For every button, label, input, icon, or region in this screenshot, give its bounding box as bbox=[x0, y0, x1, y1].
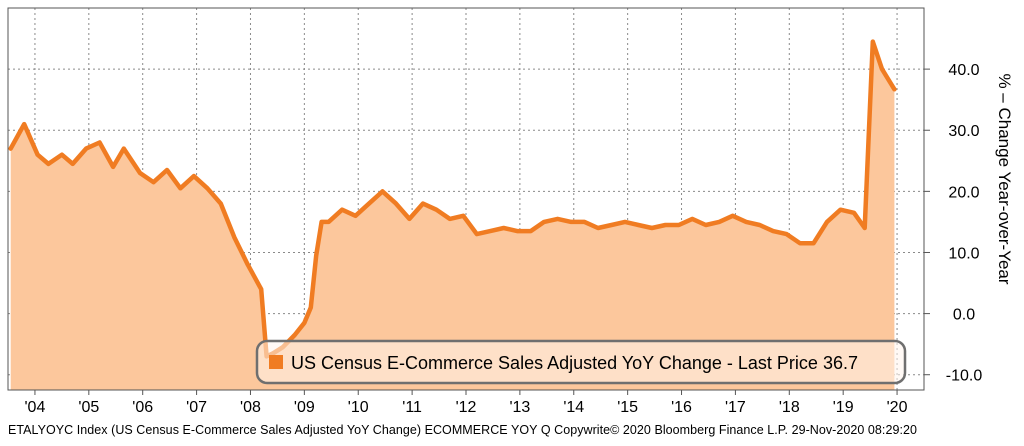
y-tick-label-3: 20.0 bbox=[948, 184, 979, 201]
x-tick-label-16: '20 bbox=[887, 399, 908, 416]
x-tick-label-4: '08 bbox=[240, 399, 261, 416]
legend-box bbox=[255, 339, 907, 385]
x-tick-label-9: '13 bbox=[509, 399, 530, 416]
y-tick-label-5: 40.0 bbox=[948, 62, 979, 79]
x-tick-label-11: '15 bbox=[617, 399, 638, 416]
x-tick-label-0: '04 bbox=[25, 399, 46, 416]
series-line bbox=[8, 39, 897, 359]
legend-label: US Census E-Commerce Sales Adjusted YoY … bbox=[291, 353, 858, 373]
footer-source: ETALYOYC Index (US Census E-Commerce Sal… bbox=[8, 423, 917, 437]
x-tick-label-6: '10 bbox=[348, 399, 369, 416]
x-axis-ticks: '04 '05 '06 '07 '08 '09 '10 '11 '12 '13 '14 '15 '16 '… bbox=[25, 390, 908, 416]
y-tick-label-1: 0.0 bbox=[953, 307, 975, 324]
y-tick-label-4: 30.0 bbox=[948, 123, 979, 140]
chart: -10.0 0.0 10.0 20.0 30.0 40.0 '04 '05 '06 '07 '08… bbox=[7, 7, 1014, 416]
y-tick-label-0: -10.0 bbox=[946, 368, 983, 385]
y-tick-label-2: 10.0 bbox=[948, 245, 979, 262]
x-tick-label-1: '05 bbox=[78, 399, 99, 416]
x-tick-label-7: '11 bbox=[402, 399, 422, 416]
x-tick-label-8: '12 bbox=[456, 399, 477, 416]
x-tick-label-5: '09 bbox=[294, 399, 315, 416]
x-tick-label-12: '16 bbox=[671, 399, 692, 416]
x-tick-label-15: '19 bbox=[833, 399, 854, 416]
series-area-fill bbox=[10, 41, 895, 390]
x-tick-label-10: '14 bbox=[563, 399, 584, 416]
legend-swatch bbox=[269, 355, 283, 369]
x-tick-label-3: '07 bbox=[186, 399, 207, 416]
x-tick-label-14: '18 bbox=[779, 399, 800, 416]
y-axis-ticks: -10.0 0.0 10.0 20.0 30.0 40.0 bbox=[924, 62, 982, 385]
x-tick-label-2: '06 bbox=[132, 399, 153, 416]
y-axis-label: % – Change Year-over-Year bbox=[995, 73, 1014, 284]
legend: US Census E-Commerce Sales Adjusted YoY … bbox=[255, 339, 907, 385]
x-tick-label-13: '17 bbox=[725, 399, 746, 416]
